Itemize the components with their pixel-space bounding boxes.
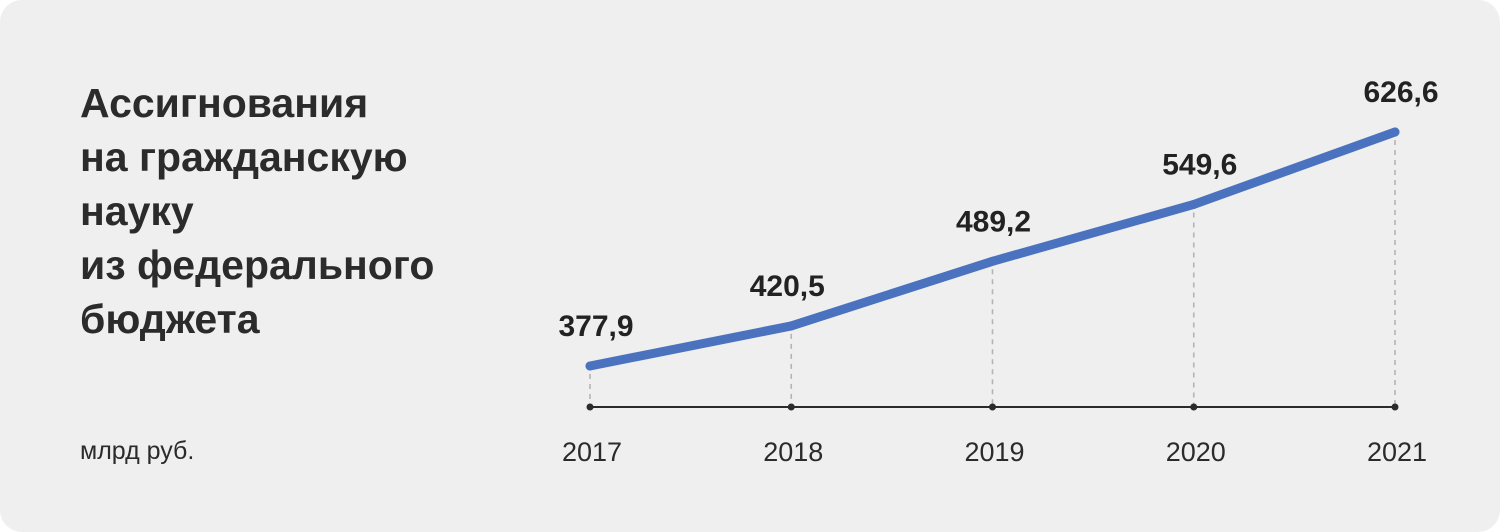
axis-tick-dot (586, 403, 594, 411)
data-point (1189, 199, 1199, 209)
axis-tick-dot (1391, 403, 1399, 411)
chart-title-line: бюджета (80, 296, 260, 342)
chart-title: Ассигнования на гражданскую науку из фед… (80, 76, 500, 346)
axis-tick-dot (989, 403, 996, 411)
chart-title-line: науку (80, 188, 194, 234)
data-label: 489,2 (956, 205, 1031, 238)
x-tick-label: 2018 (763, 437, 823, 467)
x-tick-label: 2017 (562, 437, 622, 467)
data-label: 626,6 (1363, 76, 1438, 109)
unit-label: млрд руб. (80, 437, 195, 465)
axis-tick-dot (1190, 403, 1198, 411)
chart-title-line: на гражданскую (80, 134, 408, 180)
data-label: 377,9 (558, 310, 633, 343)
data-label: 420,5 (750, 270, 825, 303)
x-tick-label: 2020 (1166, 437, 1226, 467)
chart-title-line: Ассигнования (80, 80, 369, 126)
data-point (786, 321, 796, 331)
x-tick-label: 2021 (1367, 437, 1427, 467)
chart-title-line: из федерального (80, 242, 435, 288)
axis-tick-dot (787, 403, 795, 411)
data-point (988, 256, 997, 266)
data-point (585, 361, 595, 371)
data-point (1390, 127, 1400, 137)
data-label: 549,6 (1162, 148, 1237, 181)
x-tick-label: 2019 (964, 437, 1024, 467)
